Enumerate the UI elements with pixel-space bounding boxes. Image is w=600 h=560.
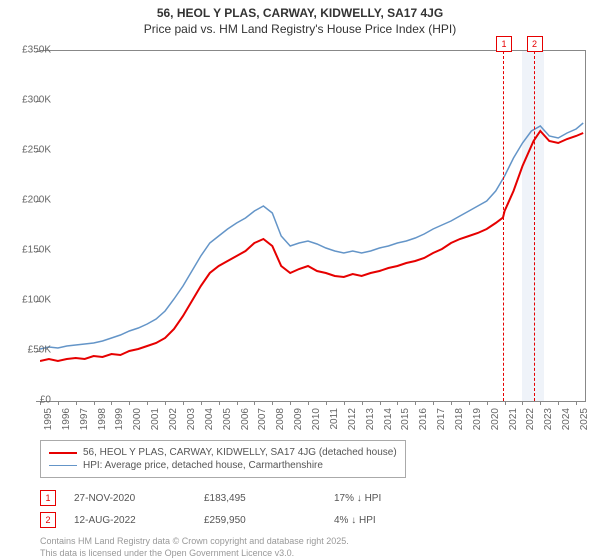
footer-line1: Contains HM Land Registry data © Crown c… [40, 536, 349, 546]
y-tick-label: £0 [40, 395, 51, 406]
x-tick [522, 401, 523, 405]
x-tick-label: 1997 [79, 408, 90, 430]
y-tick-label: £50K [28, 345, 51, 356]
title-line2: Price paid vs. HM Land Registry's House … [0, 22, 600, 36]
x-tick [505, 401, 506, 405]
x-tick [326, 401, 327, 405]
x-tick [290, 401, 291, 405]
x-tick [487, 401, 488, 405]
marker-line [503, 51, 504, 401]
x-tick [362, 401, 363, 405]
series-hpi [40, 123, 583, 349]
legend-swatch [49, 465, 77, 466]
y-tick-label: £200K [22, 195, 51, 206]
x-tick-label: 2014 [383, 408, 394, 430]
legend-row: 56, HEOL Y PLAS, CARWAY, KIDWELLY, SA17 … [49, 447, 397, 458]
x-tick-label: 2022 [525, 408, 536, 430]
x-tick [415, 401, 416, 405]
x-tick [433, 401, 434, 405]
x-tick-label: 2024 [561, 408, 572, 430]
x-tick-label: 1998 [97, 408, 108, 430]
title-block: 56, HEOL Y PLAS, CARWAY, KIDWELLY, SA17 … [0, 0, 600, 36]
x-tick [58, 401, 59, 405]
x-tick-label: 2011 [329, 408, 340, 430]
x-tick-label: 2005 [222, 408, 233, 430]
x-tick-label: 2007 [257, 408, 268, 430]
x-tick [219, 401, 220, 405]
x-tick-label: 2002 [168, 408, 179, 430]
marker-line [534, 51, 535, 401]
x-tick [183, 401, 184, 405]
x-tick-label: 2001 [150, 408, 161, 430]
y-tick-label: £150K [22, 245, 51, 256]
chart-plot-area [40, 50, 586, 402]
info-row-1: 1 27-NOV-2020 £183,495 17% ↓ HPI [40, 490, 381, 506]
x-tick [237, 401, 238, 405]
info-delta-2: 4% ↓ HPI [334, 515, 376, 526]
chart-container: 56, HEOL Y PLAS, CARWAY, KIDWELLY, SA17 … [0, 0, 600, 560]
info-price-2: £259,950 [204, 515, 334, 526]
y-tick-label: £250K [22, 145, 51, 156]
x-tick [147, 401, 148, 405]
title-line1: 56, HEOL Y PLAS, CARWAY, KIDWELLY, SA17 … [0, 6, 600, 20]
x-tick-label: 2004 [204, 408, 215, 430]
x-tick [165, 401, 166, 405]
x-tick [469, 401, 470, 405]
x-tick-label: 2012 [347, 408, 358, 430]
x-tick [111, 401, 112, 405]
info-date-2: 12-AUG-2022 [74, 515, 204, 526]
x-tick-label: 2008 [275, 408, 286, 430]
x-tick [308, 401, 309, 405]
x-tick-label: 2009 [293, 408, 304, 430]
x-tick-label: 2015 [400, 408, 411, 430]
x-tick [451, 401, 452, 405]
x-tick [129, 401, 130, 405]
x-tick-label: 1996 [61, 408, 72, 430]
info-date-1: 27-NOV-2020 [74, 493, 204, 504]
x-tick [558, 401, 559, 405]
info-marker-1: 1 [40, 490, 56, 506]
x-tick [397, 401, 398, 405]
x-tick [76, 401, 77, 405]
marker-box: 2 [527, 36, 543, 52]
x-tick-label: 2018 [454, 408, 465, 430]
x-tick-label: 2017 [436, 408, 447, 430]
x-tick-label: 2013 [365, 408, 376, 430]
x-tick-label: 2025 [579, 408, 590, 430]
info-delta-1: 17% ↓ HPI [334, 493, 381, 504]
x-tick-label: 2010 [311, 408, 322, 430]
x-tick [201, 401, 202, 405]
marker-box: 1 [496, 36, 512, 52]
x-tick-label: 2006 [240, 408, 251, 430]
x-tick [344, 401, 345, 405]
x-tick [272, 401, 273, 405]
info-row-2: 2 12-AUG-2022 £259,950 4% ↓ HPI [40, 512, 376, 528]
x-tick-label: 2023 [543, 408, 554, 430]
info-price-1: £183,495 [204, 493, 334, 504]
legend-swatch [49, 452, 77, 454]
footer-line2: This data is licensed under the Open Gov… [40, 548, 294, 558]
series-property [40, 131, 583, 361]
legend-label: HPI: Average price, detached house, Carm… [83, 460, 323, 471]
x-tick-label: 1995 [43, 408, 54, 430]
info-marker-2: 2 [40, 512, 56, 528]
x-tick-label: 2016 [418, 408, 429, 430]
legend-label: 56, HEOL Y PLAS, CARWAY, KIDWELLY, SA17 … [83, 447, 397, 458]
legend-row: HPI: Average price, detached house, Carm… [49, 460, 397, 471]
x-tick-label: 2003 [186, 408, 197, 430]
legend: 56, HEOL Y PLAS, CARWAY, KIDWELLY, SA17 … [40, 440, 406, 478]
y-tick-label: £350K [22, 45, 51, 56]
x-tick [94, 401, 95, 405]
y-tick-label: £300K [22, 95, 51, 106]
x-tick [380, 401, 381, 405]
x-tick-label: 1999 [114, 408, 125, 430]
x-tick-label: 2020 [490, 408, 501, 430]
x-tick-label: 2019 [472, 408, 483, 430]
x-tick [576, 401, 577, 405]
x-tick [254, 401, 255, 405]
x-tick [540, 401, 541, 405]
y-tick-label: £100K [22, 295, 51, 306]
x-tick-label: 2000 [132, 408, 143, 430]
x-tick-label: 2021 [508, 408, 519, 430]
